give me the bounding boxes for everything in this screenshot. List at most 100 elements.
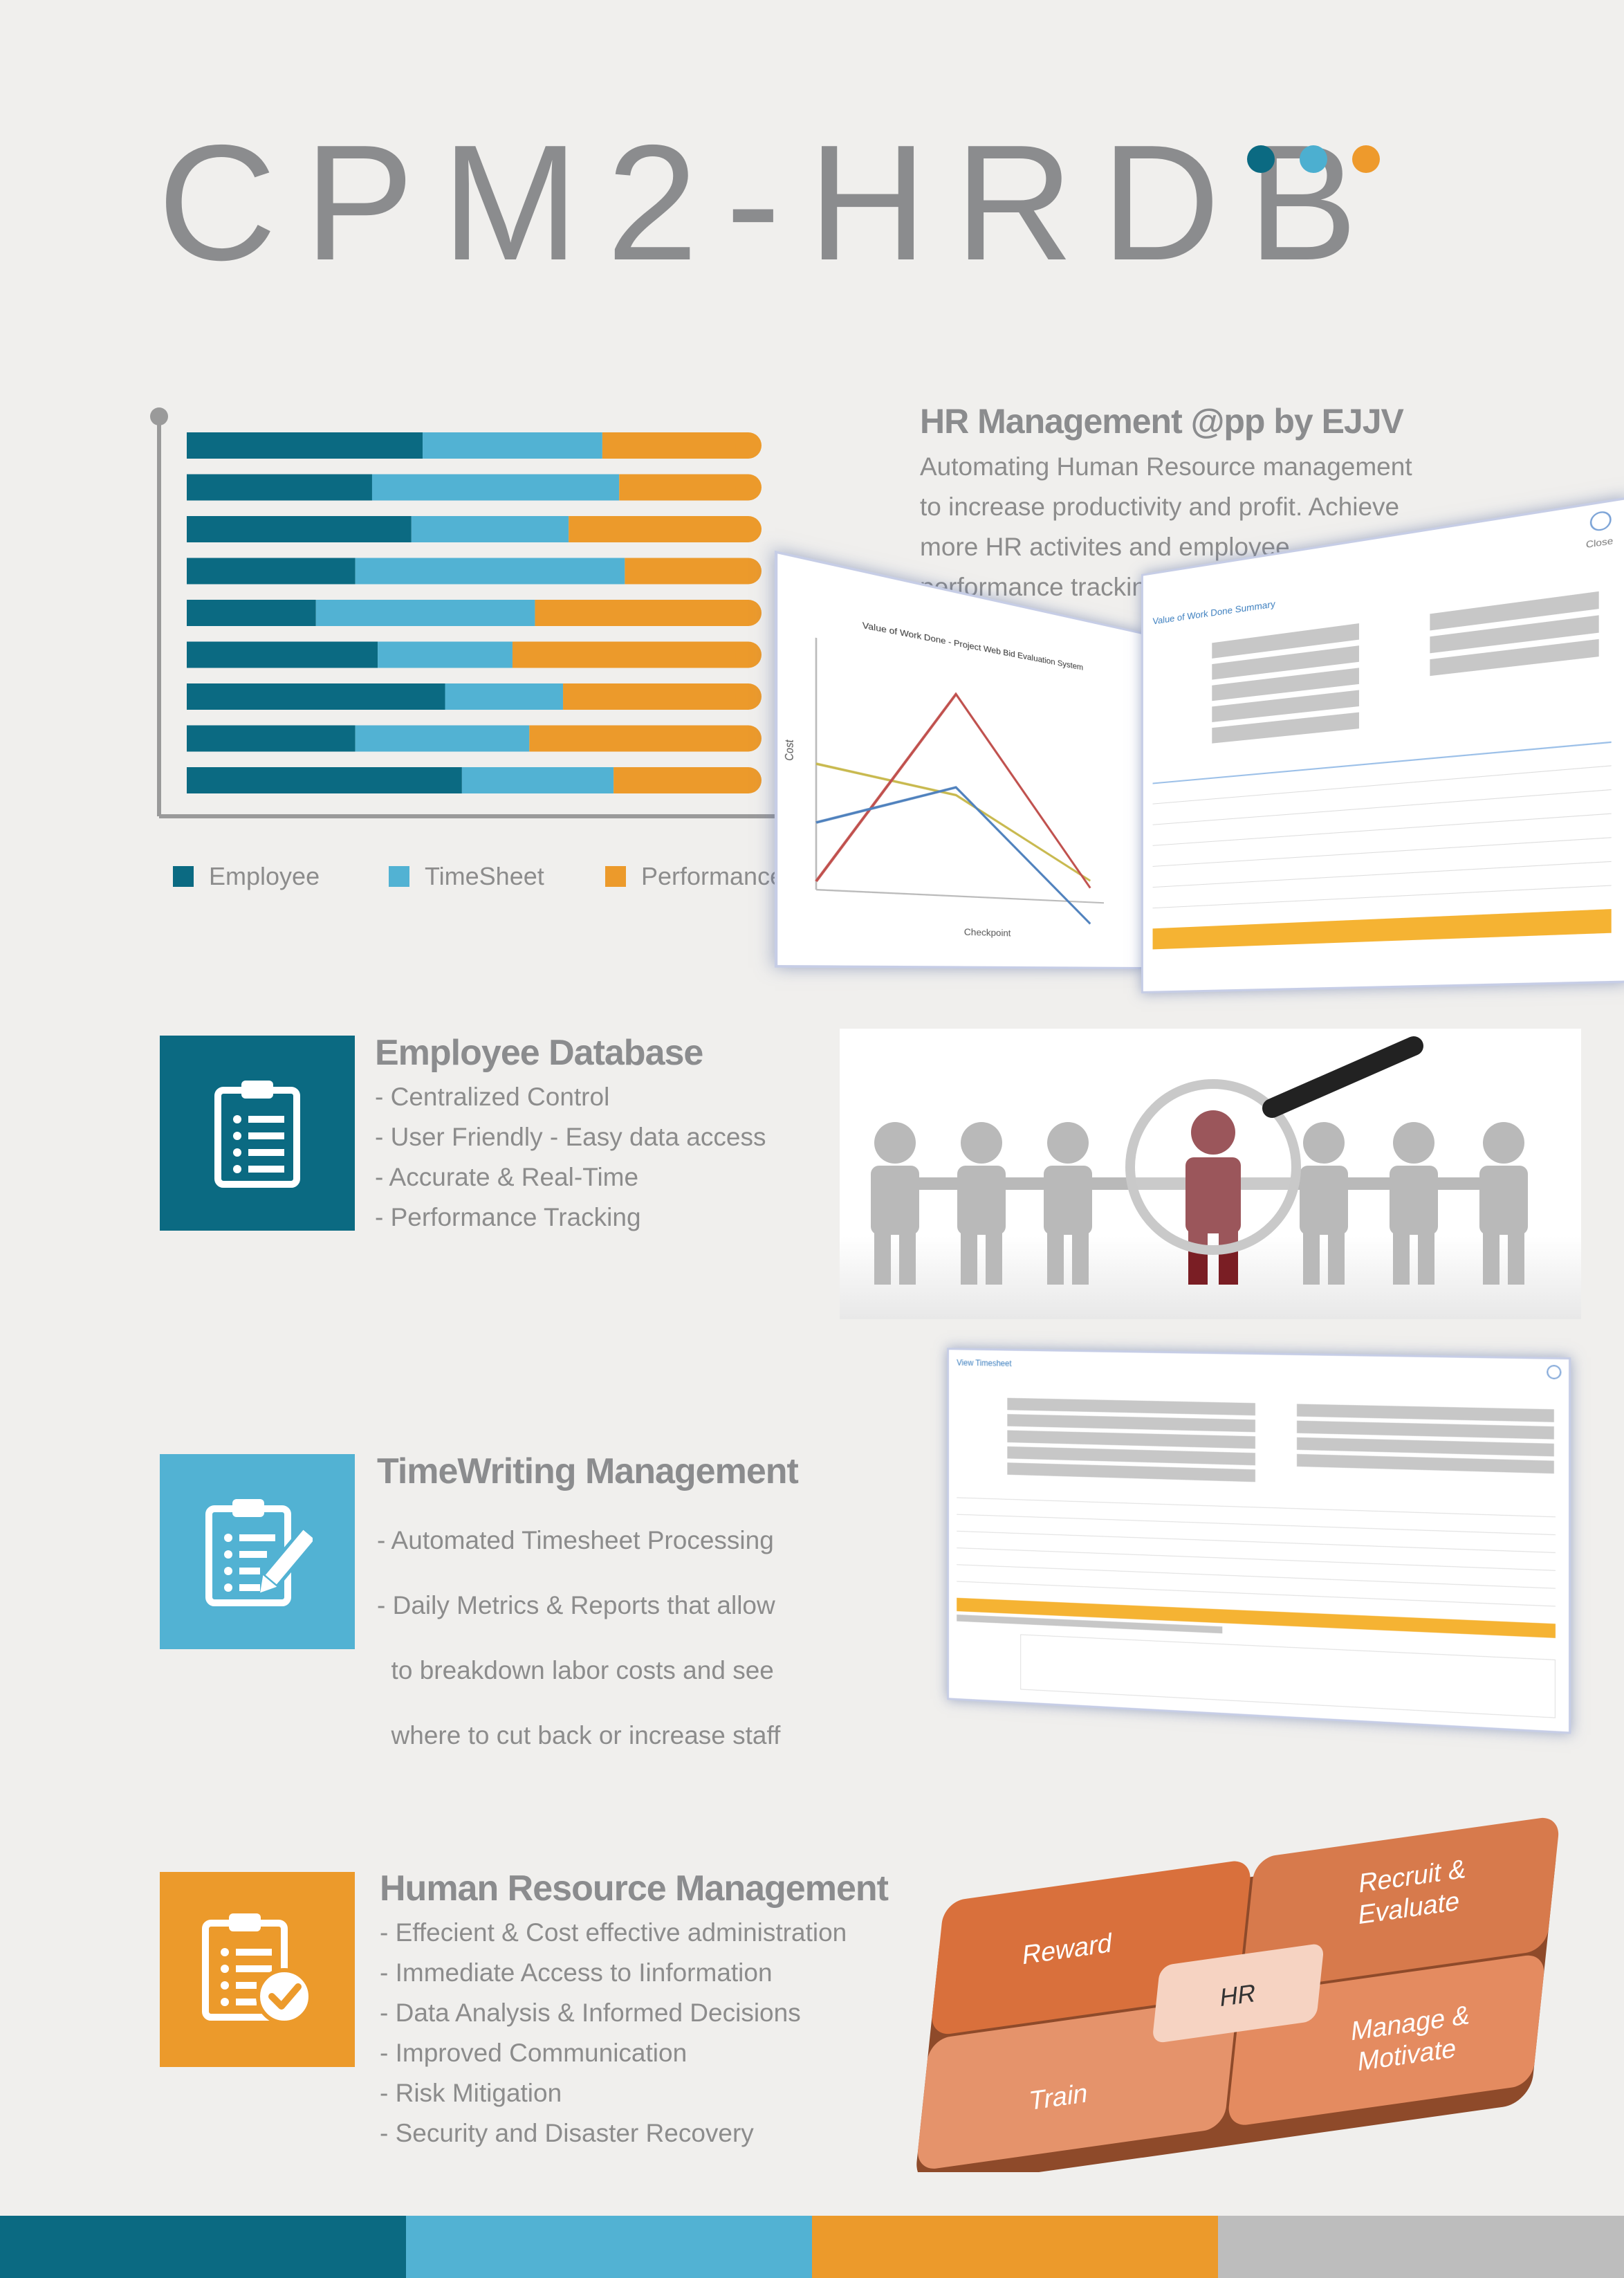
list-item: - Daily Metrics & Reports that allow	[377, 1591, 775, 1619]
employee-db-list: - Centralized Control - User Friendly - …	[375, 1077, 766, 1238]
puzzle-piece-train	[918, 1999, 1236, 2169]
line-chart-title: Value of Work Done - Project Web Bid Eva…	[862, 621, 1084, 672]
bar-end-cap	[735, 558, 762, 585]
list-item: - Automated Timesheet Processing	[377, 1526, 774, 1554]
legend-label-employee: Employee	[209, 862, 320, 890]
bar-performance	[535, 600, 748, 626]
form-title: Value of Work Done Summary	[1152, 598, 1275, 627]
bar-timesheet	[315, 600, 535, 626]
intro-line: to increase productivity and profit. Ach…	[920, 493, 1400, 521]
y-axis-endpoint	[150, 407, 168, 425]
legend-swatch-employee	[173, 866, 194, 887]
list-item: - Improved Communication	[380, 2039, 688, 2067]
value-report-screenshot: Close Value of Work Done Summary	[1141, 497, 1624, 993]
bar-end-cap	[735, 600, 762, 626]
bar-employee	[187, 641, 378, 668]
line-chart-graphic: Value of Work Done - Project Web Bid Eva…	[782, 621, 1143, 938]
timewriting-list: - Automated Timesheet Processing - Daily…	[377, 1496, 780, 1768]
intro-body: Automating Human Resource management to …	[920, 447, 1412, 607]
bar-employee	[187, 516, 412, 542]
bar-timesheet	[378, 641, 513, 668]
employee-db-icon-box	[160, 1036, 355, 1231]
list-item: - Performance Tracking	[375, 1203, 641, 1231]
list-item: - Data Analysis & Informed Decisions	[380, 1999, 801, 2027]
legend-swatch-performance	[605, 866, 626, 887]
bar-timesheet	[461, 767, 614, 793]
hrm-list: - Effecient & Cost effective administrat…	[380, 1913, 847, 2153]
bar-end-cap	[735, 725, 762, 752]
decor-dot-1	[1247, 145, 1275, 173]
bar-timesheet	[411, 516, 569, 542]
bar-performance	[625, 558, 748, 585]
bar-performance	[569, 516, 748, 542]
stacked-bar-chart	[150, 407, 797, 825]
legend-performance: Performance	[605, 862, 784, 891]
intro-line: more HR activites and employee	[920, 533, 1290, 561]
legend-swatch-timesheet	[389, 866, 409, 887]
page-title: CPM2-HRDB	[158, 111, 1385, 295]
close-icon[interactable]	[1547, 1364, 1562, 1380]
hrm-icon-box	[160, 1872, 355, 2067]
footer-bar-3	[812, 2216, 1218, 2278]
decor-dot-3	[1352, 145, 1380, 173]
intro-line: Automating Human Resource management	[920, 452, 1412, 481]
people-magnifier-graphic	[840, 1036, 1581, 1319]
legend-label-performance: Performance	[641, 862, 784, 890]
list-item: - Accurate & Real-Time	[375, 1163, 639, 1191]
list-item: - Risk Mitigation	[380, 2079, 562, 2107]
bar-timesheet	[445, 683, 564, 710]
bar-end-cap	[735, 641, 762, 668]
bar-performance	[512, 641, 748, 668]
line-chart-screenshot: Value of Work Done - Project Web Bid Eva…	[774, 550, 1145, 969]
hrm-heading: Human Resource Management	[380, 1868, 889, 1909]
list-item: - User Friendly - Easy data access	[375, 1123, 766, 1151]
footer-bar-2	[406, 2216, 812, 2278]
bar-performance	[529, 725, 748, 752]
bar-performance	[613, 767, 748, 793]
footer-bar-4	[1218, 2216, 1624, 2278]
bar-end-cap	[735, 767, 762, 793]
people-magnifier-image	[840, 1029, 1581, 1319]
bar-timesheet	[423, 432, 602, 459]
timewriting-icon-box	[160, 1454, 355, 1649]
footer-bar-1	[0, 2216, 406, 2278]
list-item: where to cut back or increase staff	[377, 1721, 781, 1749]
list-item: - Centralized Control	[375, 1083, 610, 1111]
bar-employee	[187, 767, 462, 793]
list-item: - Effecient & Cost effective administrat…	[380, 1918, 847, 1947]
legend-employee: Employee	[173, 862, 320, 891]
bar-employee	[187, 683, 445, 710]
bar-employee	[187, 474, 372, 501]
puzzle-center-label: HR	[1219, 1978, 1257, 2012]
bar-performance	[619, 474, 748, 501]
puzzle-piece-recruit	[1243, 1817, 1559, 1990]
bar-end-cap	[735, 432, 762, 459]
clipboard-check-icon	[202, 1913, 313, 2025]
intro-heading: HR Management @pp by EJJV	[920, 402, 1404, 441]
bar-employee	[187, 600, 316, 626]
timewriting-heading: TimeWriting Management	[377, 1451, 799, 1491]
bar-performance	[563, 683, 748, 710]
timesheet-title: View Timesheet	[957, 1358, 1012, 1368]
employee-db-heading: Employee Database	[375, 1033, 703, 1073]
hr-puzzle-graphic: HR Reward Recruit & Evaluate Train Manag…	[916, 1817, 1559, 2172]
bar-end-cap	[735, 516, 762, 542]
list-item: - Security and Disaster Recovery	[380, 2119, 754, 2147]
bar-end-cap	[735, 474, 762, 501]
bar-performance	[602, 432, 748, 459]
legend-label-timesheet: TimeSheet	[425, 862, 544, 890]
line-chart-ylabel: Cost	[782, 739, 796, 762]
timesheet-screenshot: View Timesheet	[947, 1348, 1571, 1734]
bar-employee	[187, 558, 356, 585]
bar-timesheet	[371, 474, 620, 501]
list-item: to breakdown labor costs and see	[377, 1656, 774, 1684]
decor-dot-2	[1300, 145, 1327, 173]
close-label[interactable]: Close	[1585, 535, 1614, 551]
close-icon[interactable]	[1589, 510, 1612, 533]
legend-timesheet: TimeSheet	[389, 862, 544, 891]
bar-employee	[187, 432, 423, 459]
line-chart-xlabel: Checkpoint	[964, 926, 1011, 938]
bar-employee	[187, 725, 356, 752]
clipboard-list-icon	[214, 1081, 300, 1188]
clipboard-edit-icon	[205, 1499, 313, 1606]
